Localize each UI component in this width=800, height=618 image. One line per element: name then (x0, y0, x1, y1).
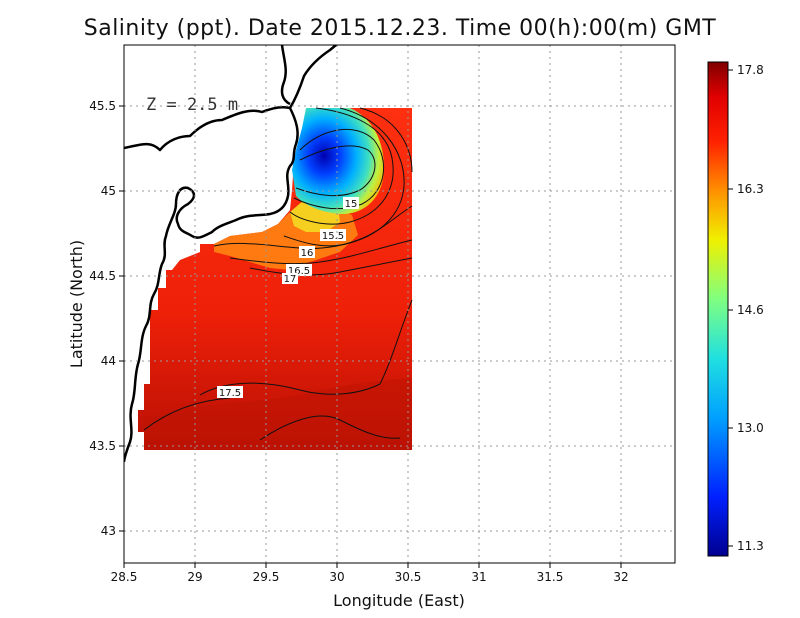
y-tick-labels: 43 43.5 44 44.5 45 45.5 (89, 99, 116, 538)
high-salinity-zone (144, 378, 412, 450)
x-tick-label: 30 (329, 570, 344, 584)
colorbar-tick-label: 11.3 (737, 539, 764, 553)
x-tick-labels: 28.5 29 29.5 30 30.5 31 31.5 32 (111, 570, 629, 584)
colorbar-ticks (728, 69, 733, 547)
contour-labels: 15 15.5 16 16.5 17 17.5 (217, 197, 359, 399)
low-salinity-plume (292, 108, 384, 215)
coastline (124, 45, 337, 463)
colorbar-tick-label: 14.6 (737, 303, 764, 317)
contour-label: 17.5 (219, 388, 241, 399)
axis-ticks (119, 105, 622, 568)
colorbar-tick-labels: 17.8 16.3 14.6 13.0 11.3 (737, 63, 764, 553)
y-tick-label: 44 (101, 354, 116, 368)
y-tick-label: 43.5 (89, 439, 116, 453)
plot-frame (123, 44, 676, 564)
x-tick-label: 30.5 (395, 570, 422, 584)
y-tick-label: 44.5 (89, 269, 116, 283)
y-tick-label: 45 (101, 184, 116, 198)
depth-label: Z = 2.5 m (146, 95, 238, 115)
contour-lines (143, 107, 413, 441)
x-axis-title: Longitude (East) (333, 591, 465, 610)
grid-lines (124, 45, 675, 563)
x-tick-label: 31.5 (537, 570, 564, 584)
x-tick-label: 31 (471, 570, 486, 584)
contour-label: 15.5 (322, 231, 344, 242)
colorbar-tick-label: 13.0 (737, 421, 764, 435)
contour-label: 16.5 (288, 266, 310, 277)
x-tick-label: 29 (187, 570, 202, 584)
colorbar (707, 61, 729, 557)
x-tick-label: 28.5 (111, 570, 138, 584)
x-tick-label: 29.5 (253, 570, 280, 584)
colorbar-tick-label: 16.3 (737, 182, 764, 196)
contour-label: 17 (284, 274, 297, 285)
x-tick-label: 32 (613, 570, 628, 584)
contour-label: 15 (345, 199, 358, 210)
map-title: Salinity (ppt). Date 2015.12.23. Time 00… (83, 16, 717, 41)
y-tick-label: 43 (101, 524, 116, 538)
colorbar-tick-label: 17.8 (737, 63, 764, 77)
y-axis-title: Latitude (North) (67, 240, 86, 368)
contour-label: 16 (301, 248, 314, 259)
y-tick-label: 45.5 (89, 99, 116, 113)
